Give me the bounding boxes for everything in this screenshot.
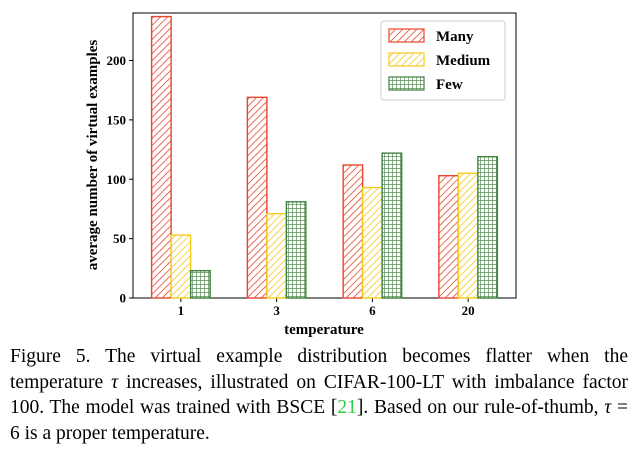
x-axis-ticks: 1 3 6 20 <box>178 298 475 318</box>
bars <box>150 15 499 299</box>
y-axis-label: average number of virtual examples <box>85 40 101 271</box>
caption-tau-1: τ <box>111 371 119 393</box>
axes <box>132 12 517 299</box>
caption-text-2: increases, illustrated on CIFAR-100-LT w… <box>10 371 628 419</box>
legend-label-medium: Medium <box>436 53 491 69</box>
legend-swatch-many <box>388 28 425 43</box>
x-tick-label: 20 <box>462 303 475 318</box>
bar-medium-3 <box>266 212 288 299</box>
bar-few-20 <box>477 155 499 299</box>
x-axis-label: temperature <box>284 322 364 338</box>
y-tick-label: 150 <box>107 112 127 127</box>
plot-frame <box>132 12 517 299</box>
caption-tau-2: τ <box>604 397 612 418</box>
caption-text-4: = 6 is a proper temperature. <box>10 397 628 444</box>
bar-few-1 <box>189 269 211 299</box>
y-tick-label: 100 <box>107 172 127 187</box>
bar-medium-1 <box>170 234 192 299</box>
x-tick-label: 6 <box>369 303 376 318</box>
legend-swatch-few <box>388 76 425 91</box>
bar-medium-6 <box>361 186 383 299</box>
bar-few-6 <box>381 152 403 299</box>
bar-many-6 <box>342 164 364 299</box>
y-axis-ticks: 0 50 100 150 200 <box>107 53 133 306</box>
legend: Many Medium Few <box>380 20 506 101</box>
caption-text-1: Figure 5. The virtual example distributi… <box>10 346 628 393</box>
bar-chart: 0 50 100 150 200 1 3 6 20 average number of vir… <box>85 12 517 338</box>
bar-medium-20 <box>457 172 479 299</box>
legend-label-many: Many <box>436 29 474 45</box>
y-tick-label: 0 <box>120 291 127 306</box>
figure-caption: Figure 5. The virtual example distributi… <box>10 344 628 446</box>
bar-few-3 <box>285 201 307 299</box>
citation-link[interactable]: 21 <box>337 397 357 418</box>
caption-text-3: ]. Based on our rule-of-thumb, <box>356 397 605 418</box>
bar-many-20 <box>438 174 460 299</box>
x-tick-label: 1 <box>178 303 185 318</box>
bar-many-1 <box>150 15 172 299</box>
bar-many-3 <box>246 96 268 299</box>
y-tick-label: 200 <box>107 53 127 68</box>
y-tick-label: 50 <box>113 231 126 246</box>
legend-label-few: Few <box>436 77 463 93</box>
legend-swatch-medium <box>388 52 425 67</box>
x-tick-label: 3 <box>273 303 280 318</box>
